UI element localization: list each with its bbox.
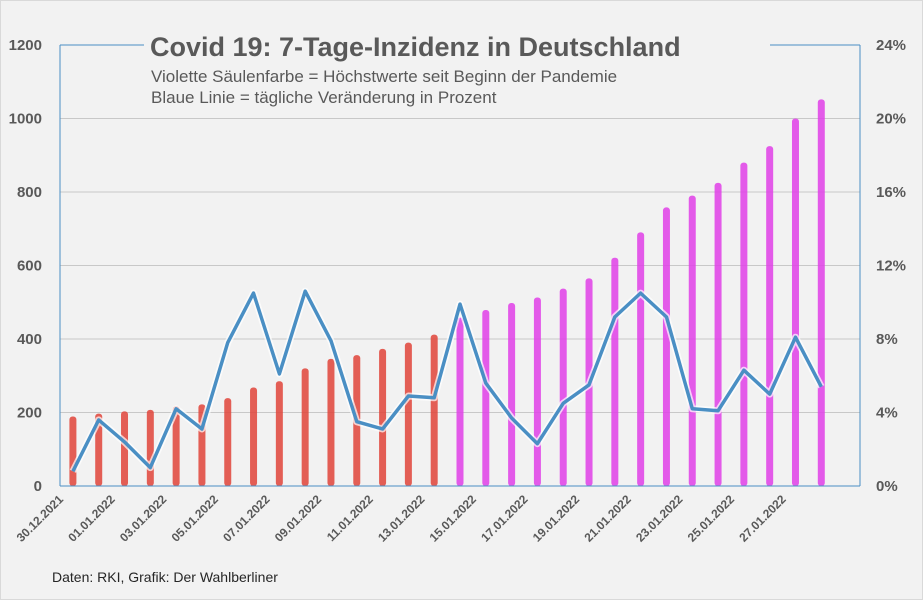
y-right-tick-label: 20% bbox=[876, 111, 906, 128]
bar-record-high bbox=[559, 288, 567, 486]
y-right-tick-label: 12% bbox=[876, 258, 906, 275]
bar bbox=[430, 334, 438, 486]
chart-source: Daten: RKI, Grafik: Der Wahlberliner bbox=[52, 569, 278, 585]
bar bbox=[172, 406, 180, 486]
bar-record-high bbox=[508, 302, 516, 486]
bar bbox=[301, 368, 309, 486]
y-axis-left-ticks: 0 200 400 600 800 1000 1200 bbox=[9, 37, 42, 495]
y-left-tick-label: 800 bbox=[17, 184, 42, 201]
bar-record-high bbox=[533, 297, 541, 486]
title-backdrop bbox=[144, 28, 770, 110]
y-axis-right-ticks: 0% 4% 8% 12% 16% 20% 24% bbox=[876, 37, 906, 495]
y-left-tick-label: 600 bbox=[17, 258, 42, 275]
bar-record-high bbox=[714, 182, 722, 486]
bar bbox=[404, 342, 412, 486]
bar bbox=[327, 358, 335, 486]
bar bbox=[224, 398, 232, 486]
y-left-tick-label: 0 bbox=[34, 478, 42, 495]
bar-record-high bbox=[637, 232, 645, 486]
bar-record-high bbox=[766, 146, 774, 486]
chart-subtitle-line-2: Blaue Linie = tägliche Veränderung in Pr… bbox=[151, 88, 497, 107]
bar bbox=[146, 409, 154, 486]
bar bbox=[121, 411, 129, 486]
bar-record-high bbox=[456, 317, 464, 486]
y-right-tick-label: 8% bbox=[876, 331, 898, 348]
bar-series bbox=[69, 99, 825, 487]
y-left-tick-label: 200 bbox=[17, 405, 42, 422]
bar-record-high bbox=[662, 207, 670, 486]
bar bbox=[379, 348, 387, 486]
chart-title: Covid 19: 7-Tage-Inzidenz in Deutschland bbox=[150, 32, 681, 62]
bar-record-high bbox=[740, 162, 748, 486]
bar-record-high bbox=[482, 309, 490, 486]
y-right-tick-label: 24% bbox=[876, 37, 906, 54]
y-right-tick-label: 0% bbox=[876, 478, 898, 495]
bar bbox=[95, 413, 103, 486]
bar bbox=[250, 387, 258, 486]
bar-record-high bbox=[688, 195, 696, 487]
percent-line-series bbox=[69, 287, 825, 473]
chart-subtitle-line-1: Violette Säulenfarbe = Höchstwerte seit … bbox=[151, 67, 617, 86]
y-left-tick-label: 400 bbox=[17, 331, 42, 348]
bar-record-high bbox=[611, 257, 619, 486]
y-left-tick-label: 1000 bbox=[9, 111, 42, 128]
bar bbox=[69, 416, 77, 486]
percent-line bbox=[71, 289, 823, 473]
bar-record-high bbox=[791, 118, 799, 486]
bar-record-high bbox=[817, 99, 825, 486]
y-right-tick-label: 4% bbox=[876, 405, 898, 422]
bar bbox=[275, 381, 283, 486]
y-right-tick-label: 16% bbox=[876, 184, 906, 201]
y-left-tick-label: 1200 bbox=[9, 37, 42, 54]
